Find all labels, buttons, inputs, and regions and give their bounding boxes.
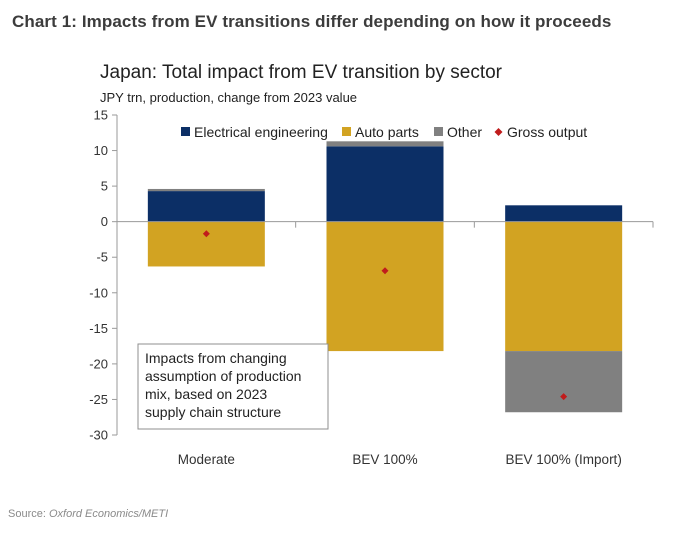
legend-label: Auto parts xyxy=(355,124,419,140)
source-value: Oxford Economics/METI xyxy=(48,508,169,520)
bar-other xyxy=(505,351,623,413)
annotation-line: Impacts from changing xyxy=(145,350,287,366)
annotation-line: mix, based on 2023 xyxy=(145,386,267,402)
legend-label: Gross output xyxy=(507,124,587,140)
legend-label: Electrical engineering xyxy=(194,124,328,140)
chart-plot: Japan: Total impact from EV transition b… xyxy=(89,62,654,467)
annotation-box: Impacts from changing assumption of produ… xyxy=(137,343,329,430)
gross-output-marker xyxy=(560,393,568,401)
bar-electrical xyxy=(505,205,623,222)
chart-headline: Chart 1: Impacts from EV transitions dif… xyxy=(12,12,612,31)
annotation-frame xyxy=(137,343,329,430)
bar-auto-parts xyxy=(326,221,444,352)
category-label: BEV 100% xyxy=(352,452,417,467)
legend-swatch xyxy=(181,127,190,136)
y-tick-label: -10 xyxy=(89,285,108,300)
legend-swatch xyxy=(342,127,351,136)
chart-title: Japan: Total impact from EV transition b… xyxy=(100,62,503,83)
annotation-line: assumption of production xyxy=(145,368,301,384)
y-tick-label: 15 xyxy=(94,108,108,123)
source-prefix: Source: xyxy=(8,508,49,520)
chart-subtitle: JPY trn, production, change from 2023 va… xyxy=(100,90,357,105)
gross-output-marker xyxy=(202,230,210,238)
bar-electrical xyxy=(147,191,265,222)
category-label: Moderate xyxy=(178,452,235,467)
gross-output-marker xyxy=(381,267,389,275)
y-tick-label: 0 xyxy=(101,214,108,229)
legend-swatch xyxy=(434,127,443,136)
bar-other xyxy=(147,188,265,192)
bar-other xyxy=(326,141,444,147)
source-note: Source: Oxford Economics/METI xyxy=(8,508,168,520)
bar-auto-parts xyxy=(505,221,623,352)
y-tick-label: -15 xyxy=(89,321,108,336)
y-tick-label: -5 xyxy=(96,250,108,265)
legend: Electrical engineering Auto parts Other Gro… xyxy=(181,124,587,140)
y-tick-label: 10 xyxy=(94,143,108,158)
legend-label: Other xyxy=(447,124,482,140)
category-label: BEV 100% (Import) xyxy=(506,452,622,467)
bar-auto-parts xyxy=(147,221,265,267)
y-tick-label: 5 xyxy=(101,179,108,194)
y-tick-label: -25 xyxy=(89,392,108,407)
annotation-line: supply chain structure xyxy=(145,404,281,420)
bars-group xyxy=(147,141,623,413)
legend-swatch xyxy=(494,128,503,136)
axis-group: Moderate BEV 100% BEV 100% (Import) 15 10 5 0 -… xyxy=(89,108,654,467)
bar-electrical xyxy=(326,146,444,222)
y-tick-label: -20 xyxy=(89,356,108,371)
y-tick-label: -30 xyxy=(89,428,108,443)
